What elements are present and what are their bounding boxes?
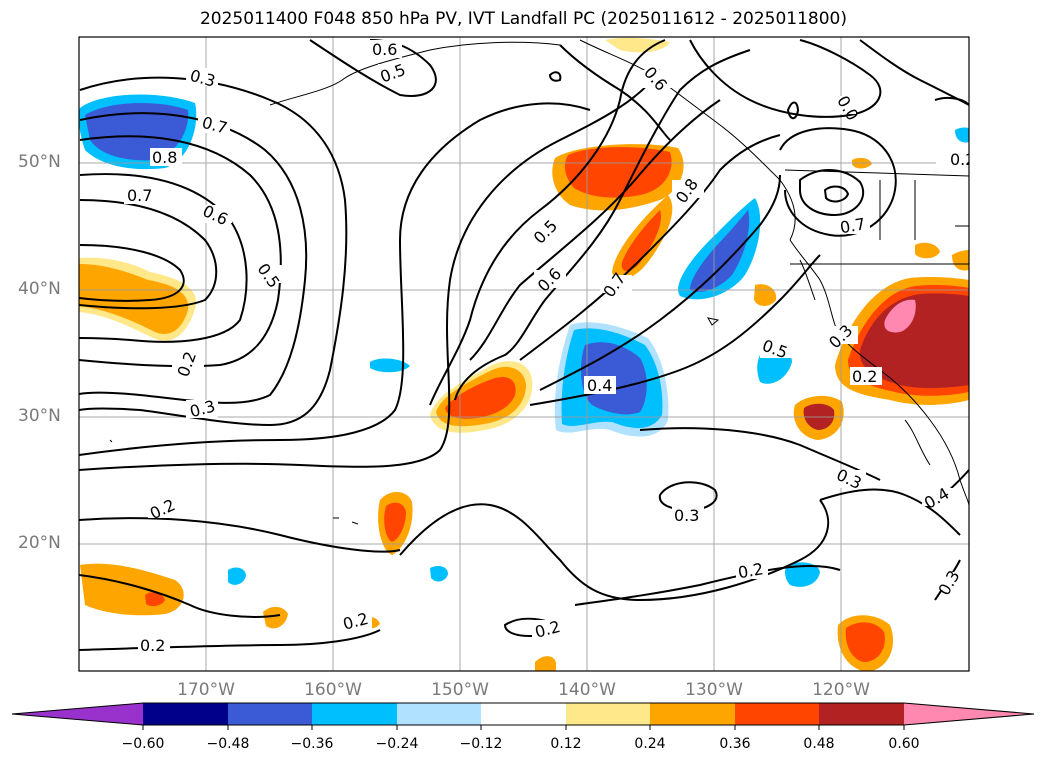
negative-anomaly-small-1	[370, 358, 410, 373]
colorbar-bin	[143, 703, 228, 725]
positive-anomaly-small-4	[80, 563, 184, 616]
lon-label: 120°W	[812, 680, 870, 700]
lon-label: 140°W	[558, 680, 616, 700]
contour-label: 0.2	[950, 150, 975, 169]
plot-title: 2025011400 F048 850 hPa PV, IVT Landfall…	[199, 9, 847, 29]
contour-label: 0.2	[140, 636, 165, 655]
colorbar-tick-label: 0.60	[888, 736, 920, 752]
lon-label: 170°W	[177, 680, 235, 700]
colorbar-tick-label: 0.36	[719, 736, 751, 752]
colorbar-bin	[228, 703, 312, 725]
lon-label: 160°W	[304, 680, 362, 700]
colorbar-tick-label: −0.24	[375, 736, 419, 752]
contour-label: 0.5	[530, 216, 561, 247]
contour-label: 0.3	[834, 465, 865, 493]
colorbar-tick-label: −0.36	[290, 736, 334, 752]
colorbar-extend-low	[12, 703, 143, 725]
contour-label: 0.7	[838, 214, 866, 237]
contour-label: 0.2	[852, 367, 877, 386]
lat-label: 50°N	[18, 152, 61, 172]
contour-label: 0.8	[152, 148, 177, 167]
contour-label: 0.2	[173, 349, 200, 379]
contour-label: 0.4	[587, 376, 612, 395]
contour-label: 0.2	[736, 559, 764, 582]
contour-label: 0.3	[674, 506, 699, 525]
lon-label: 130°W	[685, 680, 743, 700]
contour-label: 0.7	[127, 186, 152, 205]
colorbar-extend-high	[904, 703, 1034, 725]
lon-label: 150°W	[431, 680, 489, 700]
colorbar-bin	[819, 703, 904, 725]
colorbar-tick-label: 0.12	[550, 736, 582, 752]
colorbar-tick-label: 0.48	[803, 736, 835, 752]
shaded-fields	[79, 37, 969, 671]
colorbar-bin	[481, 703, 566, 725]
colorbar-tick-label: −0.60	[121, 736, 165, 752]
contour-label: 0.5	[378, 60, 408, 87]
coastlines	[109, 39, 969, 525]
lat-label: 20°N	[18, 533, 61, 553]
pv-contours	[79, 39, 969, 651]
colorbar-bin	[566, 703, 650, 725]
colorbar-tick-label: −0.48	[206, 736, 250, 752]
colorbar-bin	[735, 703, 819, 725]
map-frame	[78, 36, 970, 672]
contour-labels: 0.3 0.7 0.8 0.7 0.6 0.5 0.6 0.5 0.2 0.3 …	[124, 40, 975, 655]
colorbar-tick-label: −0.12	[459, 736, 503, 752]
lat-label: 40°N	[18, 279, 61, 299]
lat-label: 30°N	[18, 406, 61, 426]
contour-label: 0.4	[921, 484, 953, 513]
colorbar	[11, 702, 1035, 730]
contour-label: 0.6	[372, 40, 397, 59]
colorbar-bin	[397, 703, 481, 725]
colorbar-bin	[650, 703, 735, 725]
contour-label: 0.6	[640, 63, 671, 95]
colorbar-tick-label: 0.24	[634, 736, 666, 752]
colorbar-bin	[312, 703, 397, 725]
